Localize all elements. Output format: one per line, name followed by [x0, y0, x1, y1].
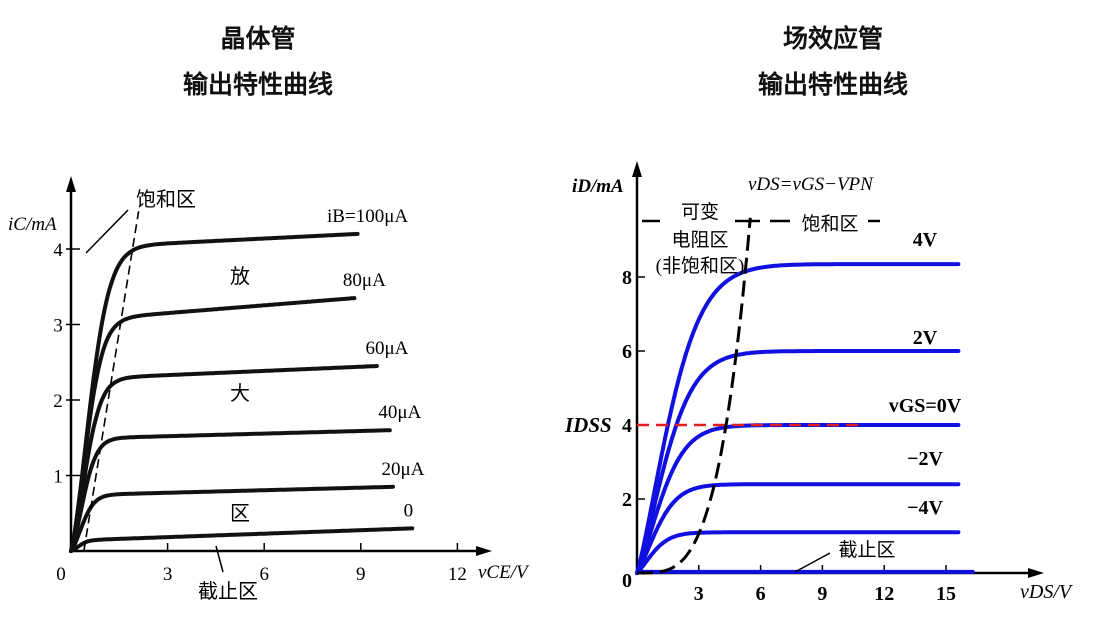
bjt-x-tick-label: 9 [356, 564, 366, 585]
bjt-curve-label: 80μA [343, 270, 386, 291]
bjt-curve-label: iB=100μA [327, 206, 408, 227]
bjt-saturation-pointer [85, 209, 129, 254]
fet-curve [635, 349, 961, 575]
fet-y-tick-label: 4 [622, 415, 632, 437]
fet-x-tick-label: 12 [874, 583, 894, 605]
fet-curve [635, 530, 961, 575]
bjt-x-tick-label: 12 [448, 564, 467, 585]
bjt-x-tick-label: 6 [259, 564, 269, 585]
fet-x-arrow-icon [1028, 568, 1044, 578]
fet-curve-label: 2V [913, 327, 938, 349]
fet-curve-label: −4V [907, 497, 943, 519]
fet-curve-label: −2V [907, 448, 943, 470]
bjt-x-tick-label: 3 [163, 564, 173, 585]
bjt-x-axis-label: vCE/V [478, 562, 530, 583]
left-title-line2: 输出特性曲线 [182, 70, 333, 99]
bjt-curve-label: 0 [404, 500, 414, 521]
bjt-curve [69, 526, 415, 553]
left-title: 晶体管 输出特性曲线 [108, 16, 408, 108]
fet-x-axis-label: vDS/V [1020, 581, 1074, 603]
fet-y-tick-label: 0 [622, 570, 632, 592]
fet-ohmic-label-1: 可变 [681, 201, 719, 223]
fet-curve-label: 4V [913, 229, 938, 251]
fet-curve [635, 482, 961, 575]
fet-x-tick-label: 3 [694, 583, 704, 605]
bjt-y-axis-label: iC/mA [8, 214, 57, 235]
fet-saturation-label: 饱和区 [801, 213, 858, 235]
bjt-x-tick-label: 0 [56, 564, 66, 585]
bjt-curve-label: 20μA [382, 459, 425, 480]
bjt-active-label-2: 大 [230, 382, 250, 405]
bjt-curve [69, 484, 395, 553]
bjt-x-arrow-icon [476, 546, 492, 556]
fet-ohmic-label-2: 电阻区 [671, 229, 728, 251]
fet-x-tick-label: 15 [936, 583, 956, 605]
bjt-curve [69, 231, 360, 553]
right-title: 场效应管 输出特性曲线 [683, 16, 983, 108]
bjt-curve-label: 40μA [378, 402, 421, 423]
bjt-curve [69, 428, 392, 553]
fet-boundary-formula: vDS=vGS−VPN [748, 174, 874, 195]
fet-ohmic-label-3: (非饱和区) [656, 255, 745, 277]
fet-y-axis-label: iD/mA [572, 176, 624, 197]
bjt-y-tick-label: 1 [53, 467, 63, 488]
fet-x-tick-label: 9 [817, 583, 827, 605]
fet-cutoff-label: 截止区 [838, 539, 895, 561]
right-title-line1: 场效应管 [782, 24, 883, 53]
fet-y-tick-label: 8 [622, 267, 632, 289]
bjt-boundary-dashed [83, 211, 140, 552]
fet-cutoff-pointer [794, 552, 831, 573]
fet-curve [635, 569, 975, 575]
fet-y-arrow-icon [632, 161, 642, 177]
fet-x-tick-label: 6 [756, 583, 766, 605]
bjt-y-arrow-icon [66, 176, 76, 192]
bjt-curve-label: 60μA [365, 338, 408, 359]
bjt-y-tick-label: 4 [53, 240, 63, 261]
bjt-saturation-label: 饱和区 [136, 188, 196, 211]
fet-y-tick-label: 2 [622, 489, 632, 511]
bjt-curve [69, 296, 357, 553]
left-title-line1: 晶体管 [220, 24, 296, 53]
right-title-line2: 输出特性曲线 [757, 70, 908, 99]
bjt-active-label-3: 区 [230, 503, 250, 525]
bjt-cutoff-pointer [215, 545, 224, 573]
fet-idss-label: IDSS [564, 413, 612, 437]
fet-curve [635, 262, 961, 575]
bjt-y-tick-label: 3 [53, 316, 63, 337]
bjt-y-tick-label: 2 [53, 391, 63, 412]
bjt-active-label-1: 放 [230, 265, 250, 288]
fet-y-tick-label: 6 [622, 341, 632, 363]
fet-curve-label: vGS=0V [889, 395, 962, 417]
bjt-cutoff-label: 截止区 [198, 580, 258, 603]
bjt-curve [69, 364, 379, 553]
